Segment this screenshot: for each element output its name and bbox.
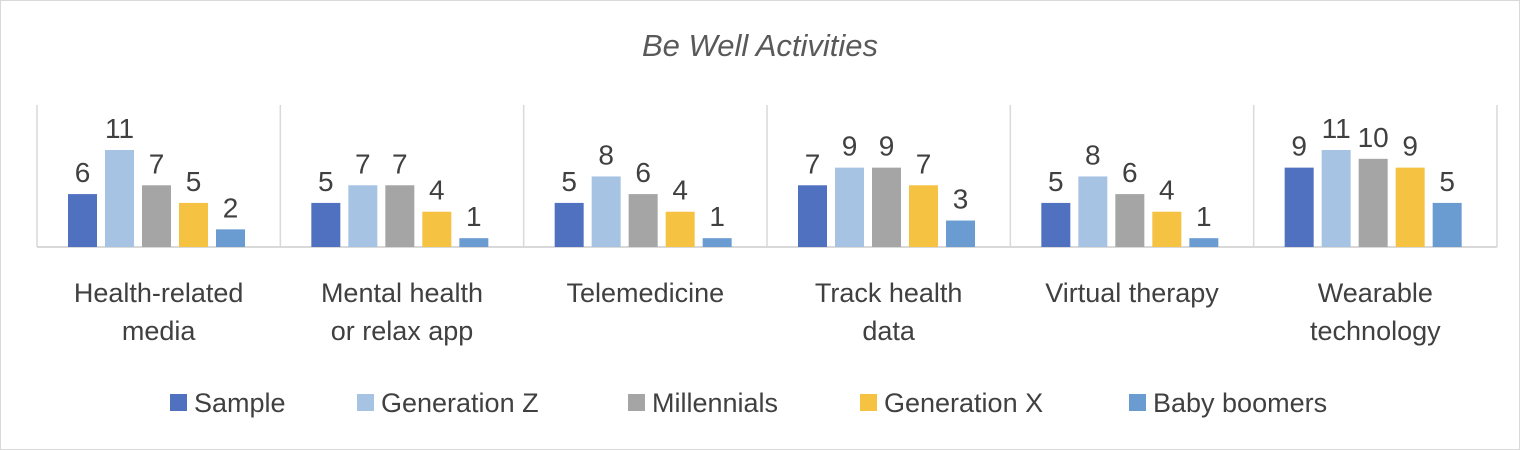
bar-sample bbox=[1284, 167, 1314, 247]
legend-swatch bbox=[860, 394, 877, 411]
legend-item: Millennials bbox=[628, 388, 778, 418]
data-label: 11 bbox=[1322, 113, 1351, 144]
legend-item: Baby boomers bbox=[1129, 388, 1327, 418]
bar-generation-x bbox=[422, 211, 452, 247]
bar-generation-x bbox=[179, 202, 208, 247]
data-label: 5 bbox=[1439, 166, 1455, 197]
data-label: 9 bbox=[1291, 131, 1307, 162]
bar-generation-x bbox=[1152, 211, 1182, 247]
data-label: 1 bbox=[1196, 201, 1212, 232]
data-label: 9 bbox=[1402, 131, 1418, 162]
bar-sample bbox=[1041, 202, 1071, 247]
data-label: 5 bbox=[186, 166, 202, 197]
data-label: 1 bbox=[466, 201, 482, 232]
legend: Sample Generation Z Millennials Generation … bbox=[170, 388, 1327, 418]
bar-generation-z bbox=[1078, 176, 1108, 247]
bar-millennials bbox=[628, 194, 658, 247]
legend-label: Millennials bbox=[652, 388, 778, 418]
category-label: Virtual therapy bbox=[1045, 278, 1219, 308]
legend-label: Generation Z bbox=[381, 388, 539, 418]
bar-generation-x bbox=[1395, 167, 1425, 247]
bar-generation-z bbox=[105, 150, 134, 247]
data-label: 7 bbox=[916, 148, 932, 179]
data-label: 9 bbox=[842, 131, 858, 162]
category-label: technology bbox=[1310, 316, 1441, 346]
data-label: 10 bbox=[1358, 122, 1389, 153]
bar-baby-boomers bbox=[702, 238, 732, 247]
legend-label: Generation X bbox=[884, 388, 1043, 418]
data-label: 5 bbox=[318, 166, 334, 197]
bar-baby-boomers bbox=[1189, 238, 1219, 247]
legend-item: Generation X bbox=[860, 388, 1043, 418]
bar-sample bbox=[554, 202, 584, 247]
data-label: 2 bbox=[223, 192, 239, 223]
data-label: 3 bbox=[953, 184, 969, 215]
bar-millennials bbox=[1115, 194, 1145, 247]
data-label: 7 bbox=[392, 148, 408, 179]
category-label: or relax app bbox=[331, 316, 474, 346]
data-label: 7 bbox=[149, 148, 165, 179]
bar-millennials bbox=[872, 167, 901, 247]
data-label: 4 bbox=[1159, 175, 1175, 206]
category-label: Mental health bbox=[321, 278, 483, 308]
bar-sample bbox=[68, 194, 97, 247]
data-label: 9 bbox=[879, 131, 895, 162]
bar-sample bbox=[798, 185, 827, 247]
bar-baby-boomers bbox=[459, 238, 489, 247]
bar-baby-boomers bbox=[216, 229, 245, 247]
legend-swatch bbox=[170, 394, 187, 411]
bar-generation-x bbox=[665, 211, 695, 247]
data-label: 1 bbox=[709, 201, 725, 232]
bar-generation-x bbox=[909, 185, 938, 247]
chart-title: Be Well Activities bbox=[642, 28, 878, 63]
bar-generation-z bbox=[835, 167, 864, 247]
bar-millennials bbox=[385, 185, 415, 247]
data-label: 11 bbox=[105, 113, 134, 144]
data-label: 7 bbox=[805, 148, 821, 179]
data-label: 5 bbox=[1048, 166, 1064, 197]
bar-generation-z bbox=[1321, 150, 1351, 247]
legend-label: Baby boomers bbox=[1153, 388, 1327, 418]
legend-swatch bbox=[357, 394, 374, 411]
bar-baby-boomers bbox=[946, 220, 975, 247]
legend-swatch bbox=[1129, 394, 1146, 411]
legend-item: Generation Z bbox=[357, 388, 539, 418]
data-label: 8 bbox=[598, 139, 614, 170]
data-label: 8 bbox=[1085, 139, 1101, 170]
legend-swatch bbox=[628, 394, 645, 411]
category-label: data bbox=[862, 316, 916, 346]
data-label: 6 bbox=[75, 157, 91, 188]
data-label: 4 bbox=[429, 175, 445, 206]
data-label: 4 bbox=[672, 175, 688, 206]
bar-generation-z bbox=[591, 176, 621, 247]
bar-millennials bbox=[1358, 158, 1388, 247]
category-label: media bbox=[122, 316, 197, 346]
bar-generation-z bbox=[348, 185, 378, 247]
category-label: Track health bbox=[815, 278, 963, 308]
bar-baby-boomers bbox=[1432, 202, 1462, 247]
category-label: Health-related bbox=[74, 278, 244, 308]
category-label: Wearable bbox=[1318, 278, 1433, 308]
category-label: Telemedicine bbox=[567, 278, 725, 308]
legend-item: Sample bbox=[170, 388, 286, 418]
data-label: 6 bbox=[635, 157, 651, 188]
bar-millennials bbox=[142, 185, 171, 247]
bar-sample bbox=[311, 202, 341, 247]
legend-label: Sample bbox=[194, 388, 286, 418]
data-label: 5 bbox=[561, 166, 577, 197]
data-label: 6 bbox=[1122, 157, 1138, 188]
data-label: 7 bbox=[355, 148, 371, 179]
